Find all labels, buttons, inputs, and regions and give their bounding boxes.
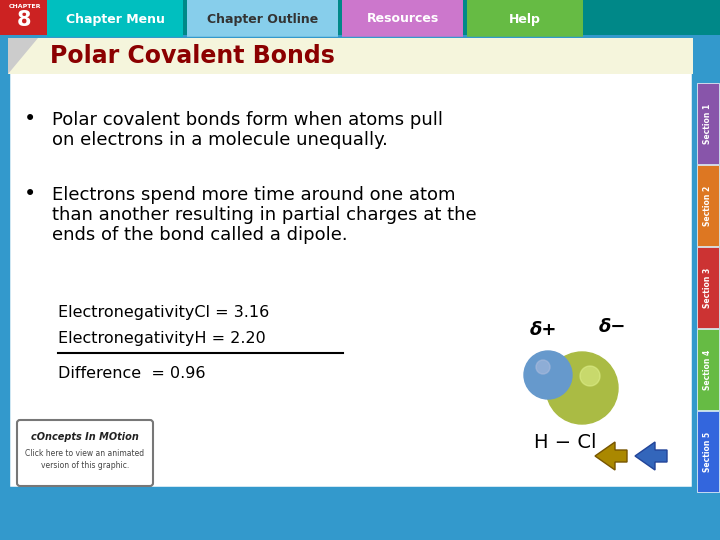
Polygon shape: [635, 442, 667, 470]
Text: Section 5: Section 5: [703, 431, 713, 471]
Text: than another resulting in partial charges at the: than another resulting in partial charge…: [52, 206, 477, 224]
Text: CHAPTER: CHAPTER: [9, 4, 42, 9]
FancyBboxPatch shape: [697, 83, 719, 164]
Circle shape: [580, 366, 600, 386]
Text: Electrons spend more time around one atom: Electrons spend more time around one ato…: [52, 186, 456, 204]
Text: Polar Covalent Bonds: Polar Covalent Bonds: [50, 44, 335, 68]
Text: Chapter Outline: Chapter Outline: [207, 12, 318, 25]
FancyBboxPatch shape: [47, 0, 183, 40]
Text: δ−: δ−: [598, 318, 626, 336]
Text: Resources: Resources: [366, 12, 438, 25]
Text: ElectronegativityH = 2.20: ElectronegativityH = 2.20: [58, 332, 266, 347]
FancyBboxPatch shape: [342, 0, 463, 40]
Text: Section 1: Section 1: [703, 103, 713, 144]
Text: 8: 8: [17, 10, 31, 30]
Text: ElectronegativityCl = 3.16: ElectronegativityCl = 3.16: [58, 306, 269, 321]
FancyBboxPatch shape: [8, 38, 693, 488]
Polygon shape: [595, 442, 627, 470]
Text: Chapter Menu: Chapter Menu: [66, 12, 164, 25]
Circle shape: [524, 351, 572, 399]
FancyBboxPatch shape: [467, 0, 583, 40]
Text: Polar covalent bonds form when atoms pull: Polar covalent bonds form when atoms pul…: [52, 111, 443, 129]
Text: Difference  = 0.96: Difference = 0.96: [58, 366, 205, 381]
Text: ends of the bond called a dipole.: ends of the bond called a dipole.: [52, 226, 348, 244]
Text: H − Cl: H − Cl: [534, 433, 596, 451]
Text: Section 2: Section 2: [703, 185, 713, 226]
Text: Click here to view an animated: Click here to view an animated: [25, 449, 145, 457]
FancyBboxPatch shape: [8, 38, 693, 74]
FancyBboxPatch shape: [0, 0, 48, 35]
Text: δ+: δ+: [529, 321, 557, 339]
Circle shape: [546, 352, 618, 424]
FancyBboxPatch shape: [0, 0, 720, 35]
Text: Section 4: Section 4: [703, 349, 713, 390]
Text: on electrons in a molecule unequally.: on electrons in a molecule unequally.: [52, 131, 388, 149]
FancyBboxPatch shape: [697, 411, 719, 492]
Text: •: •: [24, 109, 36, 129]
FancyBboxPatch shape: [17, 420, 153, 486]
Polygon shape: [8, 38, 38, 74]
Text: cOncepts In MOtion: cOncepts In MOtion: [31, 432, 139, 442]
FancyBboxPatch shape: [697, 247, 719, 328]
Circle shape: [536, 360, 550, 374]
FancyBboxPatch shape: [697, 329, 719, 410]
FancyBboxPatch shape: [187, 0, 338, 40]
Text: Help: Help: [509, 12, 541, 25]
Text: •: •: [24, 184, 36, 204]
FancyBboxPatch shape: [697, 165, 719, 246]
Text: version of this graphic.: version of this graphic.: [41, 461, 129, 469]
Text: Section 3: Section 3: [703, 267, 713, 308]
